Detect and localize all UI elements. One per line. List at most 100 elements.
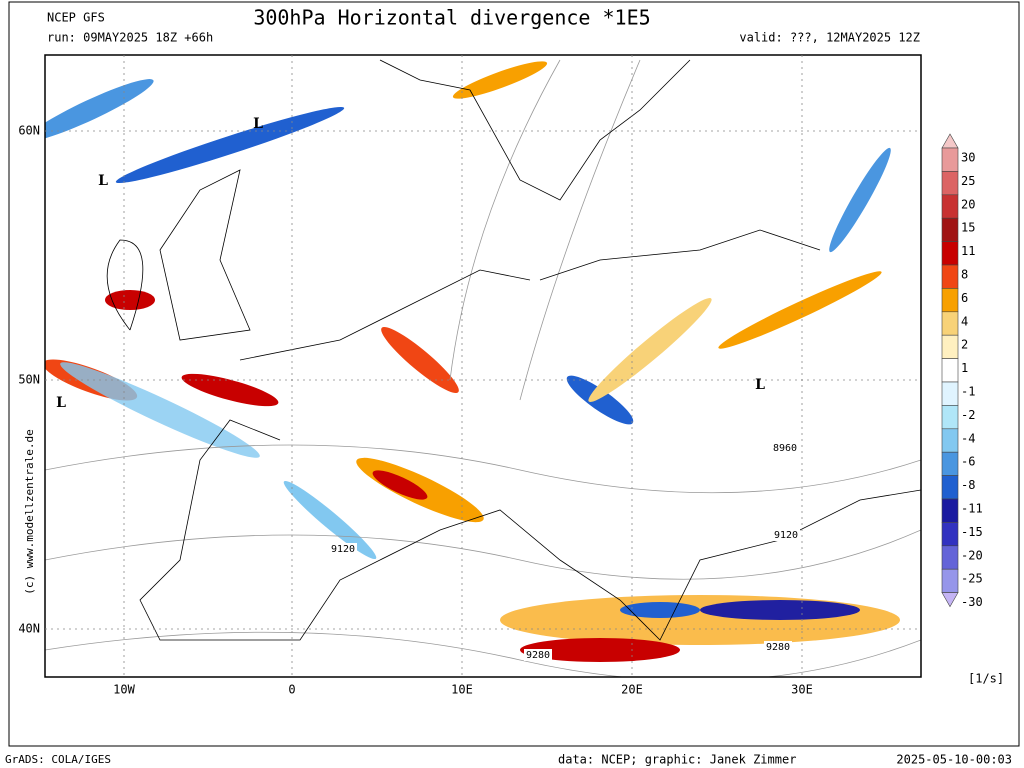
blob <box>45 79 154 141</box>
model: NCEP GFS <box>47 11 105 25</box>
lon-label: 30E <box>791 683 813 697</box>
contour <box>45 444 921 494</box>
contour-label-bg <box>772 529 800 541</box>
title: 300hPa Horizontal divergence *1E5 <box>253 6 650 30</box>
colorbar-swatch <box>941 428 959 453</box>
colorbar-label: -2 <box>961 408 975 422</box>
colorbar-swatch <box>941 288 959 313</box>
lon-label: 10E <box>451 683 473 697</box>
low-marker: L <box>755 377 765 393</box>
map-background <box>45 55 921 677</box>
low-marker: L <box>56 395 66 411</box>
blob <box>588 298 712 402</box>
colorbar-label: -25 <box>961 572 983 586</box>
colorbar-swatch <box>941 171 959 196</box>
colorbar-swatch <box>941 568 959 593</box>
contour-label: 9280 <box>526 650 550 661</box>
blob <box>105 290 155 310</box>
blob <box>566 375 634 425</box>
contour-label: 9280 <box>766 642 790 653</box>
colorbar-swatch <box>941 194 959 219</box>
blob <box>372 470 428 500</box>
colorbar-unit: [1/s] <box>968 672 1004 686</box>
field <box>45 59 921 677</box>
colorbar-label: -30 <box>961 595 983 609</box>
colorbar-swatch <box>941 311 959 336</box>
colorbar-label: 2 <box>961 338 968 352</box>
contour-label-bg <box>764 641 792 653</box>
colorbar-swatch <box>941 217 959 242</box>
colorbar-swatch <box>941 264 959 289</box>
blob <box>718 271 882 349</box>
colorbar-swatch <box>941 475 959 500</box>
colorbar-label: -11 <box>961 502 983 516</box>
colorbar-cap <box>941 592 959 608</box>
run: run: 09MAY2025 18Z +66h <box>47 31 213 45</box>
blob <box>500 595 900 645</box>
colorbar-swatch <box>941 334 959 359</box>
contour-label-bg <box>524 649 552 661</box>
contour <box>45 529 921 580</box>
map-border <box>44 54 922 678</box>
colorbar-label: 4 <box>961 314 968 328</box>
contour <box>519 59 641 401</box>
colorbar-swatch <box>941 498 959 523</box>
colorbar-swatch <box>941 545 959 570</box>
blob <box>115 106 345 184</box>
blob <box>181 373 279 407</box>
blob <box>829 147 891 253</box>
colorbar-label: 25 <box>961 174 975 188</box>
contour-label: 9120 <box>331 544 355 555</box>
coastline <box>139 59 921 641</box>
contour-label-bg <box>771 442 799 454</box>
colorbar-label: 8 <box>961 268 968 282</box>
contour-label-bg <box>329 543 357 555</box>
lat-label: 40N <box>18 622 40 636</box>
contour <box>449 59 561 381</box>
low-marker: L <box>98 173 108 189</box>
blob <box>620 602 700 618</box>
lon-label: 10W <box>113 683 135 697</box>
colorbar-cap <box>941 133 959 149</box>
colorbar-label: -6 <box>961 455 975 469</box>
blob <box>60 362 260 458</box>
software: GrADS: COLA/IGES <box>5 753 111 766</box>
colorbar-label: 15 <box>961 221 975 235</box>
colorbar-label: -4 <box>961 431 975 445</box>
colorbar-label: -20 <box>961 548 983 562</box>
contour-label: 9120 <box>774 530 798 541</box>
colorbar-label: 20 <box>961 197 975 211</box>
blob <box>700 600 860 620</box>
colorbar-swatch <box>941 241 959 266</box>
colorbar-swatch <box>941 358 959 383</box>
colorbar-label: -8 <box>961 478 975 492</box>
blob <box>452 61 548 99</box>
valid: valid: ???, 12MAY2025 12Z <box>739 31 920 45</box>
frame <box>8 1 1020 747</box>
colorbar-label: 6 <box>961 291 968 305</box>
low-marker: L <box>253 116 263 132</box>
map-area <box>44 54 922 678</box>
colorbar-swatch <box>941 381 959 406</box>
colorbar-swatch <box>941 451 959 476</box>
lon-label: 0 <box>288 683 295 697</box>
colorbar-swatch <box>941 405 959 430</box>
footer-credit: data: NCEP; graphic: Janek Zimmer <box>558 753 796 767</box>
lat-label: 60N <box>18 124 40 138</box>
colorbar-label: 30 <box>961 151 975 165</box>
coastline <box>106 169 251 341</box>
colorbar-swatch <box>941 522 959 547</box>
lon-label: 20E <box>621 683 643 697</box>
contour <box>45 631 921 677</box>
watermark: (c) www.modellzentrale.de <box>23 429 36 595</box>
lat-label: 50N <box>18 373 40 387</box>
colorbar-label: -15 <box>961 525 983 539</box>
timestamp: 2025-05-10-00:03 <box>896 753 1012 767</box>
colorbar-label: 1 <box>961 361 968 375</box>
colorbar-swatch <box>941 147 959 172</box>
colorbar-label: 11 <box>961 244 975 258</box>
colorbar-label: -1 <box>961 385 975 399</box>
blob <box>283 480 377 560</box>
contour-label: 8960 <box>773 443 797 454</box>
